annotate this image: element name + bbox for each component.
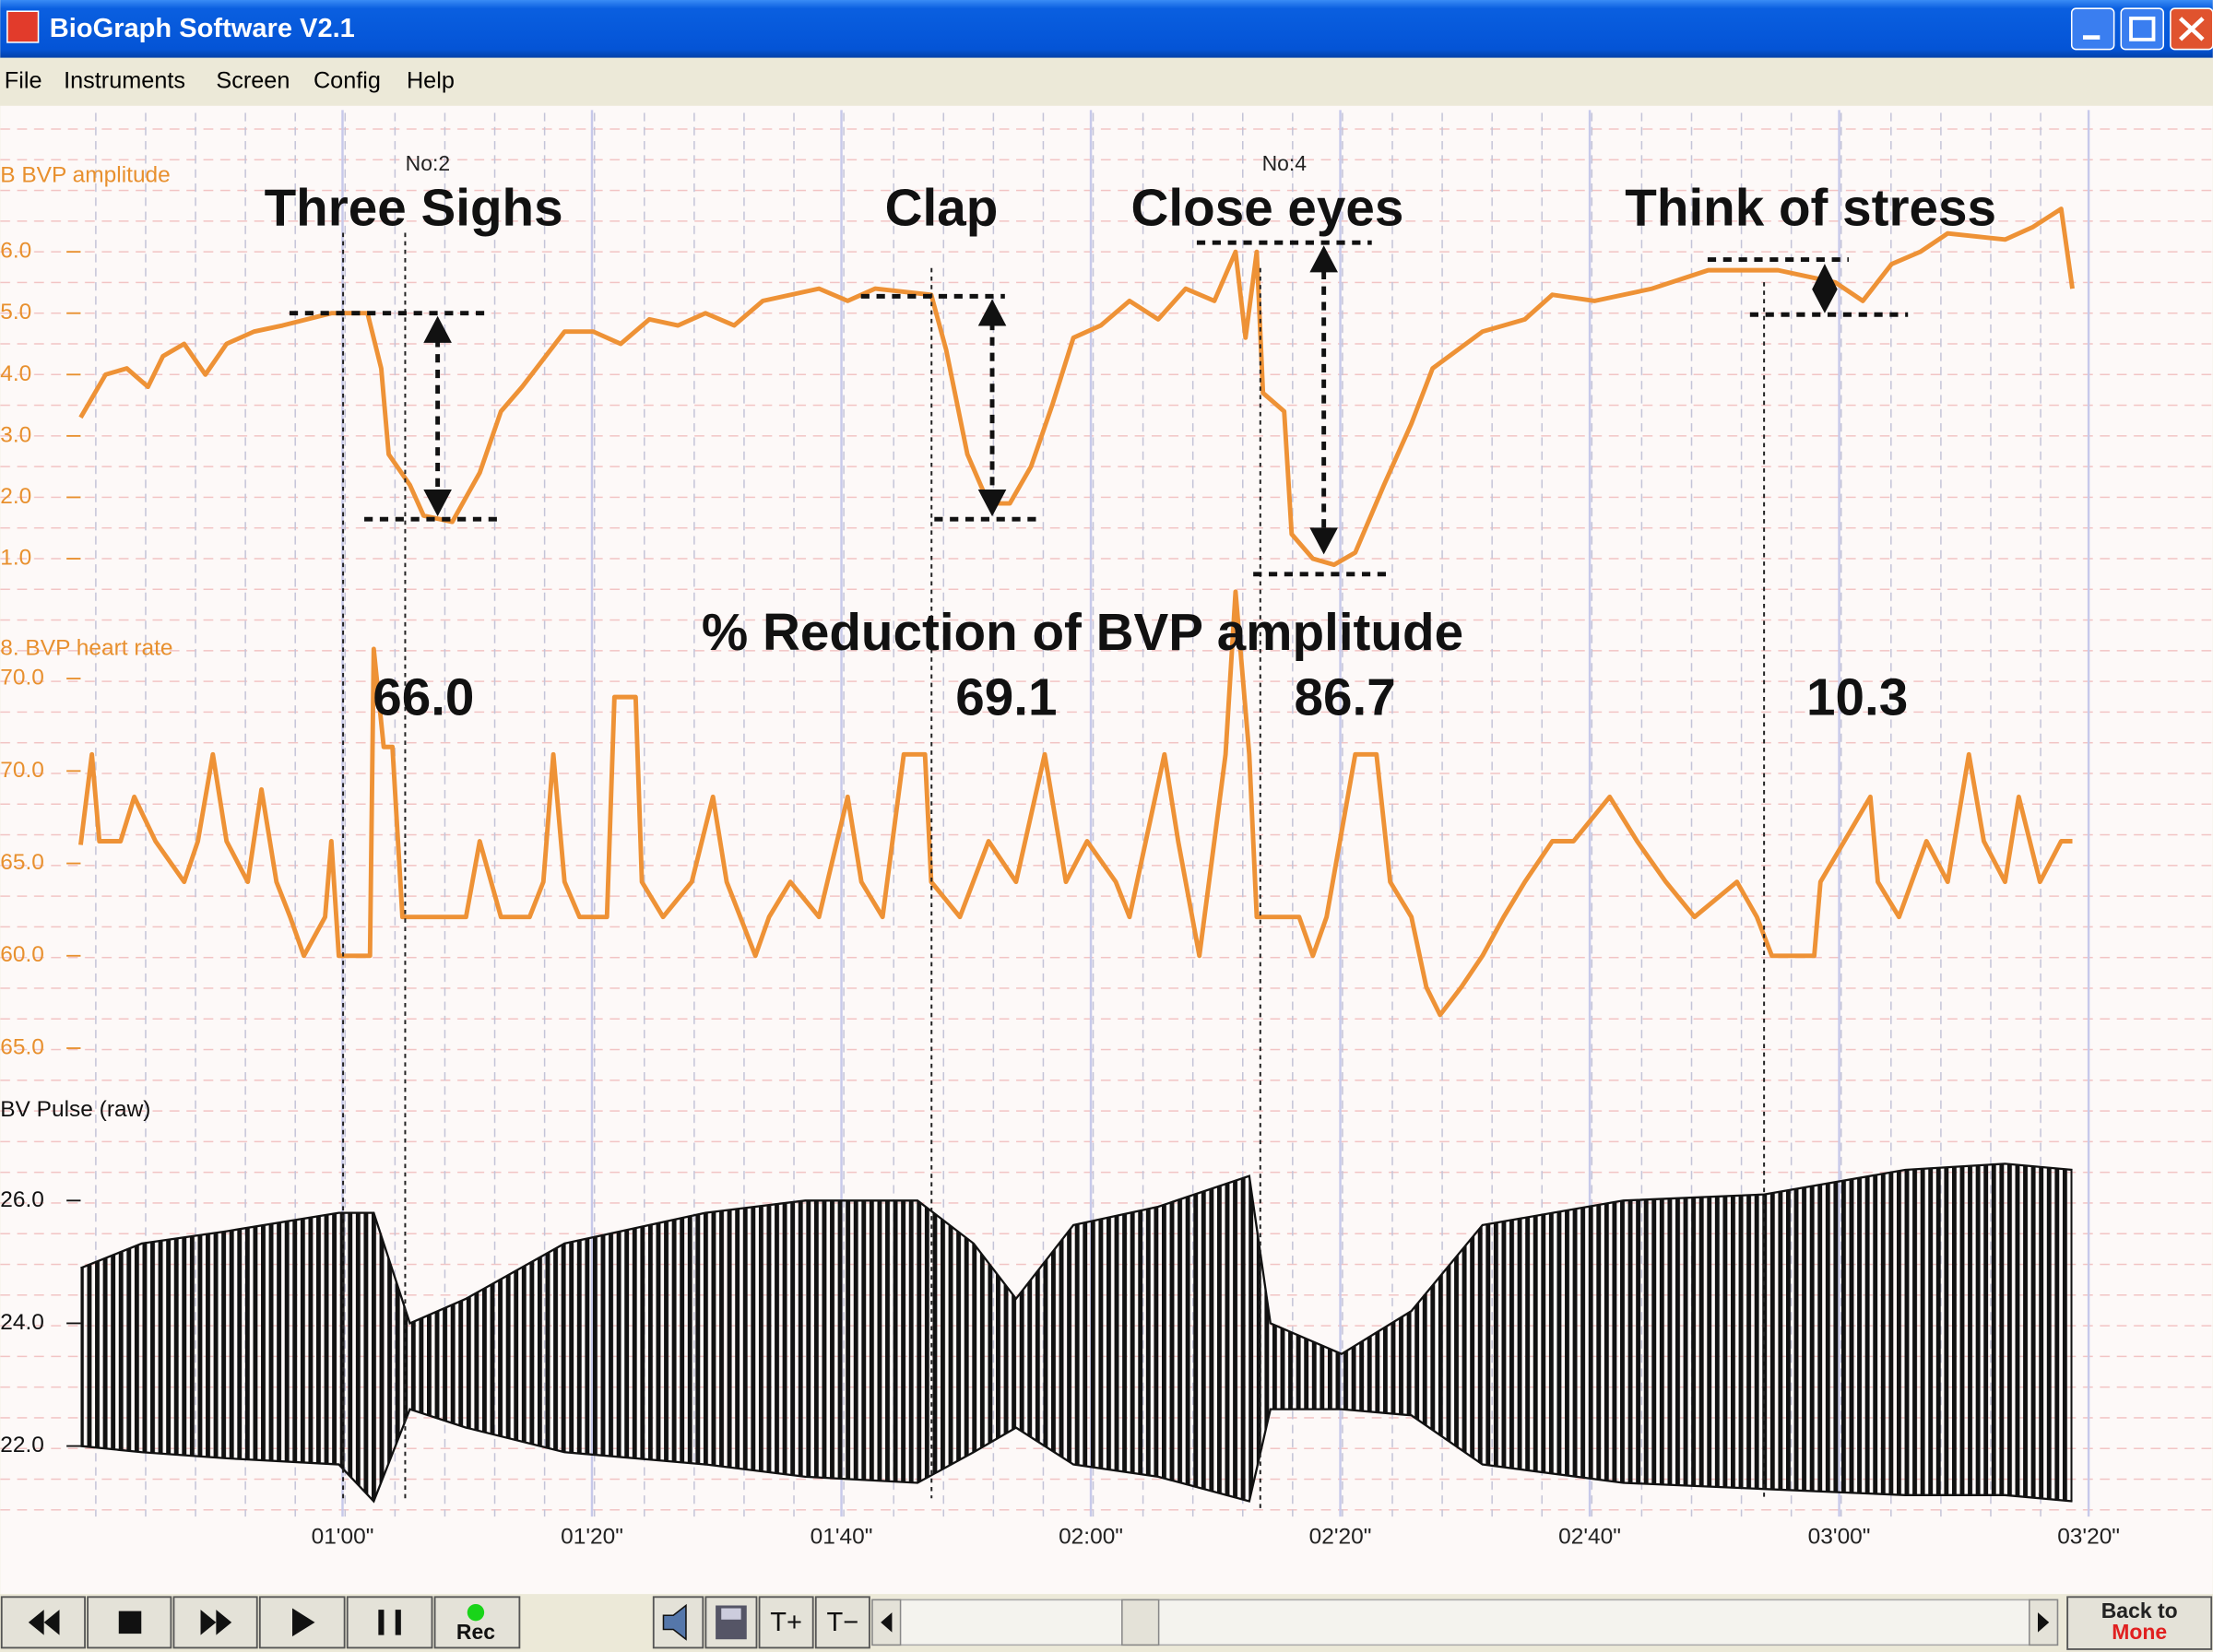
event-label: Think of stress <box>1625 179 1996 237</box>
title-bar <box>0 0 2213 58</box>
record-label: Rec <box>456 1620 495 1644</box>
trace <box>78 589 2073 1018</box>
reduction-value: 66.0 <box>373 668 474 726</box>
event-label: Three Sighs <box>265 179 563 237</box>
window-title: BioGraph Software V2.1 <box>50 14 355 43</box>
x-tick-label: 01'20" <box>561 1525 623 1550</box>
menu-item[interactable]: File <box>5 67 42 93</box>
save-icon <box>721 1608 741 1620</box>
maximize-button[interactable] <box>2120 7 2164 51</box>
pause-button[interactable] <box>346 1596 433 1649</box>
time-plus-label: T+ <box>770 1608 802 1637</box>
marker-label: No:2 <box>406 151 450 175</box>
arrow-head <box>1812 264 1838 313</box>
pulse-envelope <box>80 1162 2073 1356</box>
panel-label: 8. BVP heart rate <box>0 635 172 660</box>
menu-item[interactable]: Screen <box>216 67 290 93</box>
pause-icon <box>378 1610 401 1635</box>
back-button[interactable] <box>2066 1596 2213 1650</box>
x-tick-label: 03'20" <box>2057 1525 2120 1550</box>
reduction-markers <box>289 240 1909 577</box>
x-tick-label: 01'00" <box>312 1525 374 1550</box>
play-icon <box>292 1608 315 1637</box>
app-icon <box>6 10 40 43</box>
y-tick-label: 70.0 <box>0 758 44 783</box>
sound-icon <box>662 1603 687 1641</box>
menu-item[interactable]: Help <box>407 67 455 93</box>
y-tick-label: 60.0 <box>0 942 44 967</box>
fast-forward-icon <box>200 1610 232 1635</box>
y-tick-label: 2.0 <box>0 484 31 509</box>
menu-item[interactable]: Config <box>314 67 381 93</box>
y-tick-label: 70.0 <box>0 666 44 690</box>
x-tick-label: 01'40" <box>811 1525 873 1550</box>
panel-label: B BVP amplitude <box>0 163 171 188</box>
reduction-value: 10.3 <box>1806 668 1908 726</box>
stop-button[interactable] <box>87 1596 172 1649</box>
y-tick-label: 3.0 <box>0 422 31 447</box>
x-tick-label: 02'40" <box>1558 1525 1621 1550</box>
x-tick-label: 02'20" <box>1309 1525 1372 1550</box>
marker-label: No:4 <box>1262 151 1308 175</box>
time-minus-button[interactable] <box>814 1596 870 1649</box>
scroll-left-icon <box>881 1612 893 1633</box>
scroll-track[interactable] <box>871 1599 2059 1646</box>
window-controls <box>2070 7 2213 51</box>
y-tick-label: 6.0 <box>0 239 31 264</box>
playback-controls: Rec <box>0 1596 521 1649</box>
pulse-band <box>80 1163 2073 1502</box>
minimize-icon <box>2082 35 2101 40</box>
minimize-button[interactable] <box>2070 7 2115 51</box>
stop-icon <box>118 1611 142 1634</box>
panel-label: BV Pulse (raw) <box>0 1097 150 1122</box>
menu-bar <box>0 57 2213 106</box>
plots: B BVP amplitude 6.0 5.0 4.0 3.0 2.0 1.0 8. BVP … <box>0 110 2120 1550</box>
view-controls: T+ T− <box>652 1596 870 1649</box>
y-tick-label: 4.0 <box>0 361 31 386</box>
arrow-head <box>977 299 1007 517</box>
time-plus-button[interactable] <box>758 1596 814 1649</box>
y-tick-label: 5.0 <box>0 300 31 324</box>
trace <box>78 206 2075 568</box>
y-tick-label: 1.0 <box>0 545 31 570</box>
event-lines <box>342 232 1766 1510</box>
close-icon <box>2179 17 2205 41</box>
time-minus-label: T− <box>826 1608 858 1637</box>
back-button-label: Mone <box>2112 1620 2167 1644</box>
maximize-icon <box>2129 16 2156 41</box>
reduction-value: 69.1 <box>955 668 1057 726</box>
back-button-label: Back to <box>2101 1599 2178 1622</box>
record-indicator <box>467 1603 485 1622</box>
reduction-value: 86.7 <box>1295 668 1396 726</box>
pulse-envelope <box>80 1408 2073 1504</box>
scrollbar <box>871 1599 2059 1646</box>
annotation-heading: % Reduction of BVP amplitude <box>702 603 1463 661</box>
y-tick-label: 26.0 <box>0 1187 44 1212</box>
x-tick-label: 03'00" <box>1808 1525 1871 1550</box>
y-tick-label: 24.0 <box>0 1310 44 1335</box>
x-tick-label: 02:00" <box>1059 1525 1123 1550</box>
y-tick-label: 65.0 <box>0 850 44 875</box>
event-label: Clap <box>885 179 999 237</box>
rewind-icon <box>28 1610 60 1635</box>
y-tick-label: 65.0 <box>0 1034 44 1059</box>
menu-item[interactable]: Instruments <box>64 67 185 93</box>
y-tick-label: 22.0 <box>0 1433 44 1457</box>
scroll-right-icon <box>2038 1612 2050 1633</box>
event-label: Close eyes <box>1131 179 1404 237</box>
scroll-thumb[interactable] <box>1121 1599 1160 1646</box>
